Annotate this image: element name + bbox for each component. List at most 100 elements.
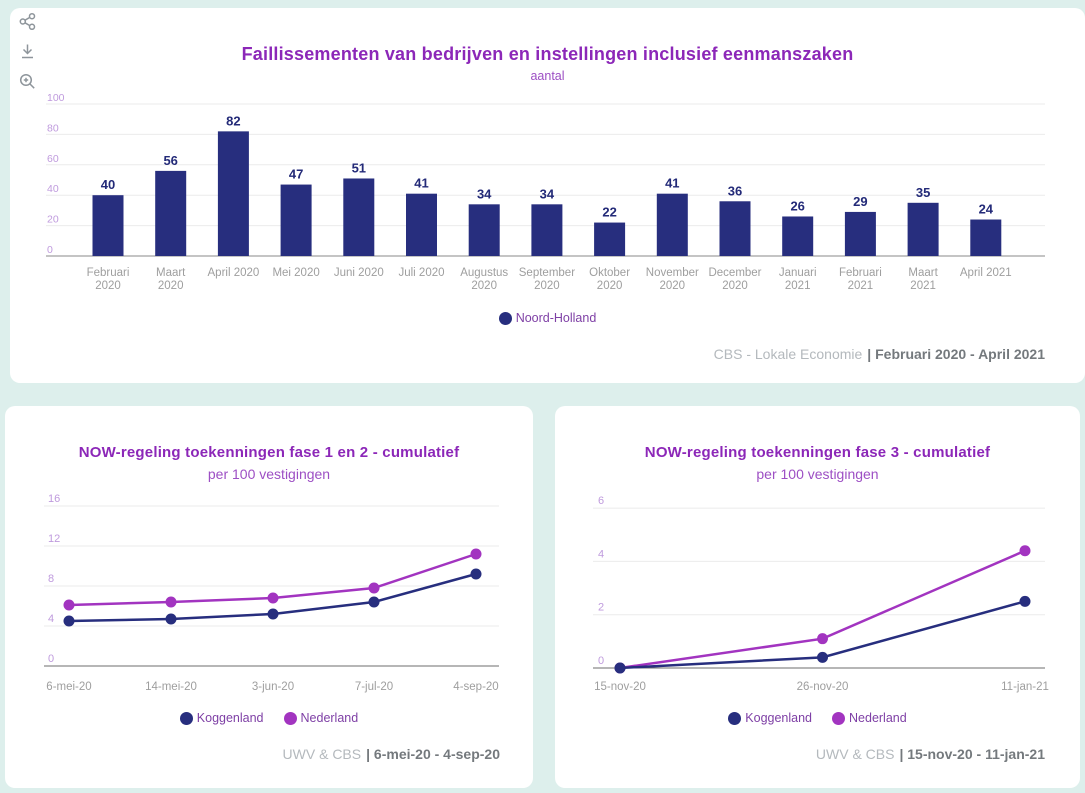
line-chart-card-fase-3: NOW-regeling toekenningen fase 3 - cumul… <box>555 406 1080 788</box>
point-koggenland-3[interactable] <box>368 596 380 608</box>
x-label-1: 14-mei-20 <box>145 681 197 693</box>
y-tick-label-4: 4 <box>48 613 54 625</box>
zoom-in-icon[interactable] <box>18 72 37 91</box>
x-label-6: 2020 <box>471 280 497 292</box>
legend-item-nederland[interactable]: Nederland <box>832 711 907 725</box>
share-icon[interactable] <box>18 12 37 31</box>
x-label-3: 7-jul-20 <box>355 681 393 693</box>
bar-11[interactable] <box>782 216 814 256</box>
legend-label: Nederland <box>849 711 907 725</box>
point-koggenland-2[interactable] <box>1019 595 1031 607</box>
bar-value-label-5: 41 <box>414 176 428 191</box>
line-chart-subtitle-fase-3: per 100 vestigingen <box>756 466 879 482</box>
bar-7[interactable] <box>531 204 563 256</box>
point-koggenland-0[interactable] <box>63 615 75 627</box>
legend-dot-icon <box>728 711 742 725</box>
point-nederland-0[interactable] <box>63 599 75 611</box>
legend-dot-icon <box>498 311 512 325</box>
bar-9[interactable] <box>656 193 688 256</box>
x-label-4: 4-sep-20 <box>453 681 498 693</box>
line-chart-card-fase-1-2: NOW-regeling toekenningen fase 1 en 2 - … <box>5 406 533 788</box>
x-label-7: September <box>519 267 575 279</box>
point-nederland-1[interactable] <box>165 596 177 608</box>
x-label-11: Januari <box>779 267 817 279</box>
page-title: Faillissementen van bedrijven en instell… <box>241 44 854 64</box>
x-label-13: Maart <box>908 267 938 279</box>
bar-8[interactable] <box>594 222 626 256</box>
line-chart-legend-fase-3: Koggenland Nederland <box>555 711 1080 725</box>
point-koggenland-1[interactable] <box>817 651 828 663</box>
legend-item-nederland[interactable]: Nederland <box>283 711 359 725</box>
legend-label: Nederland <box>300 711 359 725</box>
point-nederland-2[interactable] <box>267 592 279 604</box>
bar-0[interactable] <box>92 195 124 256</box>
line-chart-title-fase-1-2: NOW-regeling toekenningen fase 1 en 2 - … <box>78 444 460 461</box>
x-label-10: 2020 <box>722 280 748 292</box>
y-tick-label-4: 4 <box>598 548 604 560</box>
x-label-0: 15-nov-20 <box>594 681 646 693</box>
line-chart-plot-fase-3: 0 2 4 6 15-nov-20 26-nov-20 11-jan-21 <box>593 495 1049 693</box>
bar-value-label-12: 29 <box>853 194 867 209</box>
point-koggenland-0[interactable] <box>614 662 626 674</box>
x-label-11: 2021 <box>785 280 811 292</box>
point-nederland-1[interactable] <box>817 633 828 645</box>
bar-10[interactable] <box>719 201 751 256</box>
y-tick-label-0: 0 <box>47 244 53 256</box>
bar-12[interactable] <box>844 211 876 256</box>
bar-value-label-10: 36 <box>728 183 742 198</box>
x-label-2: 3-jun-20 <box>252 681 294 693</box>
footer-range: | 6-mei-20 - 4-sep-20 <box>366 746 500 762</box>
bar-14[interactable] <box>970 219 1002 256</box>
y-tick-label-12: 12 <box>48 533 60 545</box>
bar-value-label-13: 35 <box>916 185 930 200</box>
x-label-1: 2020 <box>158 280 184 292</box>
x-label-5: Juli 2020 <box>398 267 444 279</box>
y-tick-label-16: 16 <box>48 493 60 505</box>
bar-value-label-4: 51 <box>352 160 366 175</box>
footer-source: UWV & CBS <box>282 746 362 762</box>
legend-dot-icon <box>179 711 193 725</box>
x-label-0: Februari <box>87 267 130 279</box>
line-chart-subtitle-fase-1-2: per 100 vestigingen <box>207 466 331 482</box>
bar-chart-subtitle: aantal <box>530 69 565 83</box>
x-label-2: April 2020 <box>208 267 260 279</box>
legend-dot-icon <box>283 711 297 725</box>
bar-value-label-9: 41 <box>665 176 679 191</box>
bar-value-label-2: 82 <box>226 113 240 128</box>
point-nederland-3[interactable] <box>368 582 380 594</box>
legend-item-noord-holland[interactable]: Noord-Holland <box>498 311 597 325</box>
x-label-14: April 2021 <box>960 267 1012 279</box>
point-koggenland-1[interactable] <box>165 613 177 625</box>
bar-4[interactable] <box>343 178 375 256</box>
bar-3[interactable] <box>280 184 312 256</box>
legend-item-koggenland[interactable]: Koggenland <box>728 711 812 725</box>
line-chart-title-fase-3: NOW-regeling toekenningen fase 3 - cumul… <box>644 444 991 461</box>
bar-1[interactable] <box>155 170 187 256</box>
bar-value-label-3: 47 <box>289 167 303 182</box>
point-nederland-2[interactable] <box>1019 545 1031 557</box>
bar-value-label-8: 22 <box>602 205 616 220</box>
download-icon[interactable] <box>18 42 37 61</box>
line-chart-footer-fase-1-2: UWV & CBS | 6-mei-20 - 4-sep-20 <box>283 746 500 762</box>
line-chart-plot-fase-1-2: 0 4 8 12 16 6-mei-20 14-mei-20 3-jun-20 7-jul-20… <box>44 493 499 693</box>
bar-2[interactable] <box>217 131 249 256</box>
point-koggenland-2[interactable] <box>267 608 279 620</box>
legend-label: Koggenland <box>196 711 264 725</box>
x-label-7: 2020 <box>534 280 560 292</box>
bar-13[interactable] <box>907 202 939 256</box>
point-nederland-4[interactable] <box>470 548 482 560</box>
line-chart-legend-fase-1-2: Koggenland Nederland <box>5 711 533 725</box>
x-label-0: 6-mei-20 <box>46 681 91 693</box>
y-tick-label-6: 6 <box>598 495 604 507</box>
bar-chart-plot: 02040608010040Februari202056Maart202082A… <box>46 92 1045 292</box>
legend-label: Noord-Holland <box>515 311 597 325</box>
legend-item-koggenland[interactable]: Koggenland <box>179 711 264 725</box>
x-label-8: 2020 <box>597 280 623 292</box>
y-tick-label-40: 40 <box>47 183 59 195</box>
legend-label: Koggenland <box>745 711 813 725</box>
bar-5[interactable] <box>406 193 437 256</box>
y-tick-label-80: 80 <box>47 122 59 134</box>
bar-6[interactable] <box>468 204 500 256</box>
x-label-9: 2020 <box>660 280 686 292</box>
point-koggenland-4[interactable] <box>470 568 482 580</box>
